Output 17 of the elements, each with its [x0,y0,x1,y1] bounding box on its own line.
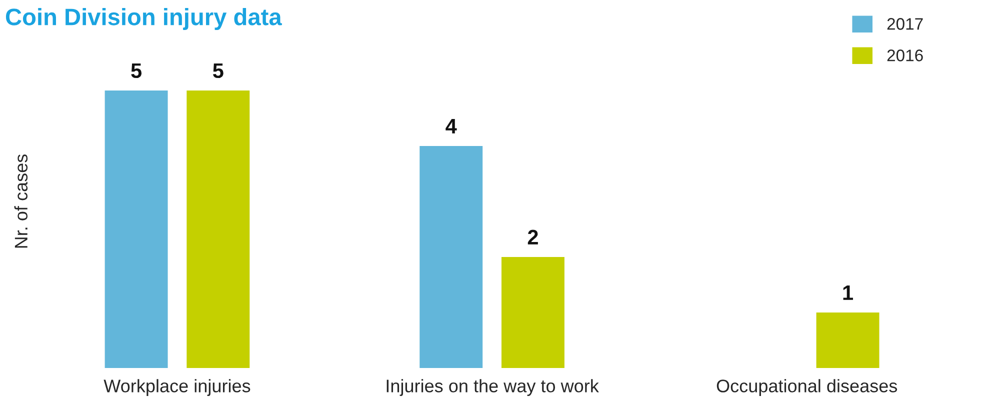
x-tick-label: Injuries on the way to work [386,379,599,396]
legend-label: 2017 [887,18,923,30]
bar [420,146,483,368]
bar [816,312,880,368]
data-label: 5 [131,64,142,78]
bar [186,90,250,368]
x-tick-label: Occupational diseases [716,379,898,396]
bar [104,90,168,368]
bar [501,257,564,368]
data-label: 4 [446,119,457,134]
x-tick-label: Workplace injuries [104,379,250,396]
y-axis-title: Nr. of cases [14,154,28,248]
data-label: 1 [843,286,853,300]
chart-title: Coin Division injury data [6,8,282,30]
legend-label: 2016 [887,50,923,62]
data-label: 5 [212,64,224,78]
data-label: 2 [528,230,538,244]
